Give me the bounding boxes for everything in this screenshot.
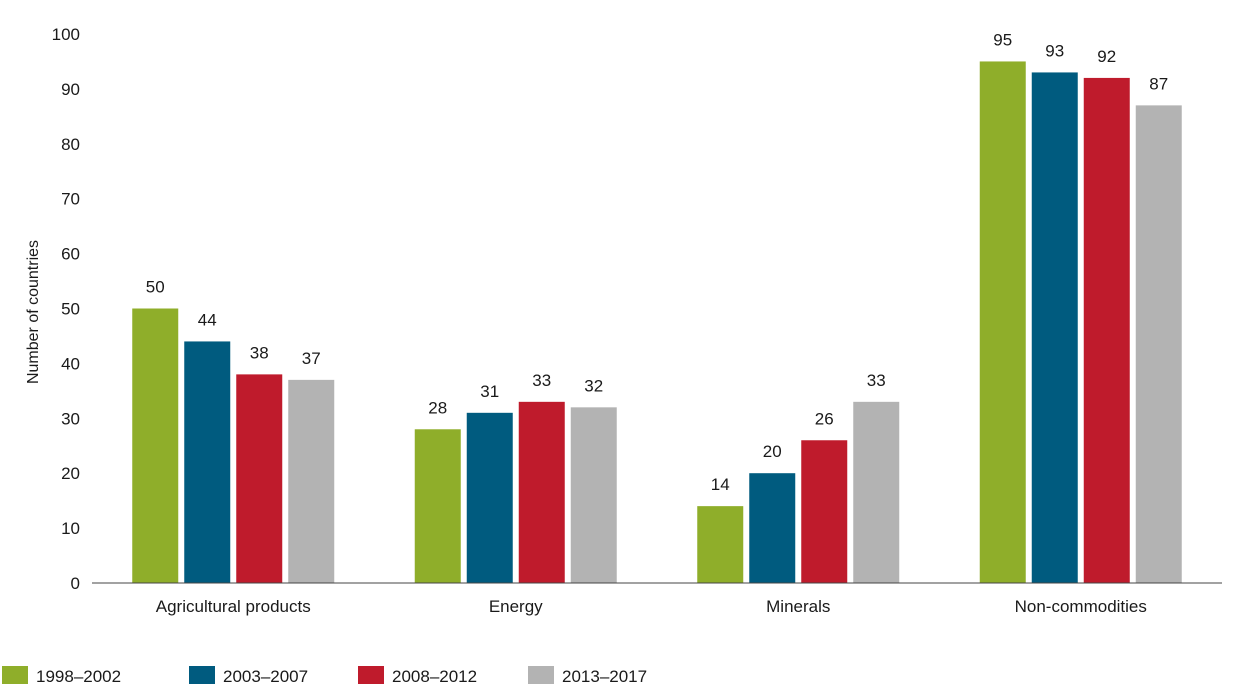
data-label: 26 bbox=[815, 409, 834, 428]
bar bbox=[132, 308, 179, 583]
legend-swatch bbox=[528, 666, 554, 684]
legend-label: 1998–2002 bbox=[36, 667, 121, 684]
data-label: 92 bbox=[1097, 47, 1116, 66]
legend-swatch bbox=[189, 666, 215, 684]
category-labels: Agricultural products Energy Minerals Non-c… bbox=[156, 597, 1147, 616]
bar bbox=[184, 341, 231, 583]
y-tick-label: 90 bbox=[61, 80, 80, 99]
bar bbox=[801, 440, 848, 583]
legend-label: 2013–2017 bbox=[562, 667, 647, 684]
x-category-label: Minerals bbox=[766, 597, 830, 616]
data-label: 95 bbox=[993, 30, 1012, 49]
y-tick-label: 70 bbox=[61, 190, 80, 209]
bar bbox=[853, 401, 900, 583]
y-tick-label: 80 bbox=[61, 135, 80, 154]
bars bbox=[132, 61, 1182, 584]
bar bbox=[1083, 77, 1130, 584]
data-label: 14 bbox=[711, 475, 730, 494]
data-label: 33 bbox=[532, 371, 551, 390]
data-label: 20 bbox=[763, 442, 782, 461]
bar bbox=[518, 401, 565, 583]
x-category-label: Non-commodities bbox=[1015, 597, 1147, 616]
legend-swatch bbox=[358, 666, 384, 684]
y-tick-label: 30 bbox=[61, 409, 80, 428]
data-label: 33 bbox=[867, 371, 886, 390]
data-label: 44 bbox=[198, 310, 217, 329]
legend-label: 2003–2007 bbox=[223, 667, 308, 684]
y-tick-label: 20 bbox=[61, 464, 80, 483]
y-tick-label: 10 bbox=[61, 519, 80, 538]
x-category-label: Energy bbox=[489, 597, 543, 616]
bar bbox=[697, 506, 744, 583]
legend-swatch bbox=[2, 666, 28, 684]
y-tick-label: 0 bbox=[71, 574, 80, 593]
y-tick-label: 50 bbox=[61, 300, 80, 319]
y-tick-label: 100 bbox=[52, 25, 80, 44]
data-label: 37 bbox=[302, 349, 321, 368]
bar bbox=[466, 412, 513, 583]
bar bbox=[236, 374, 283, 583]
y-tick-label: 40 bbox=[61, 354, 80, 373]
y-axis-ticks: 0 10 20 30 40 50 60 70 80 90 100 bbox=[52, 25, 80, 593]
bar bbox=[288, 379, 335, 583]
data-label: 87 bbox=[1149, 74, 1168, 93]
data-label: 93 bbox=[1045, 41, 1064, 60]
data-label: 50 bbox=[146, 278, 165, 297]
legend-label: 2008–2012 bbox=[392, 667, 477, 684]
bar bbox=[749, 473, 796, 583]
bar bbox=[1135, 105, 1182, 584]
bar bbox=[570, 407, 617, 583]
y-tick-label: 60 bbox=[61, 245, 80, 264]
bar bbox=[414, 429, 461, 583]
bar bbox=[1031, 72, 1078, 584]
bar bbox=[979, 61, 1026, 583]
data-label: 31 bbox=[480, 382, 499, 401]
legend: 1998–2002 2003–2007 2008–2012 2013–2017 bbox=[2, 666, 647, 684]
x-category-label: Agricultural products bbox=[156, 597, 311, 616]
data-label: 32 bbox=[584, 376, 603, 395]
data-label: 38 bbox=[250, 343, 269, 362]
data-label: 28 bbox=[428, 398, 447, 417]
data-labels: 50 44 38 37 28 31 33 32 14 20 26 33 95 93 92 87 bbox=[146, 30, 1168, 494]
y-axis-title: Number of countries bbox=[25, 240, 42, 384]
